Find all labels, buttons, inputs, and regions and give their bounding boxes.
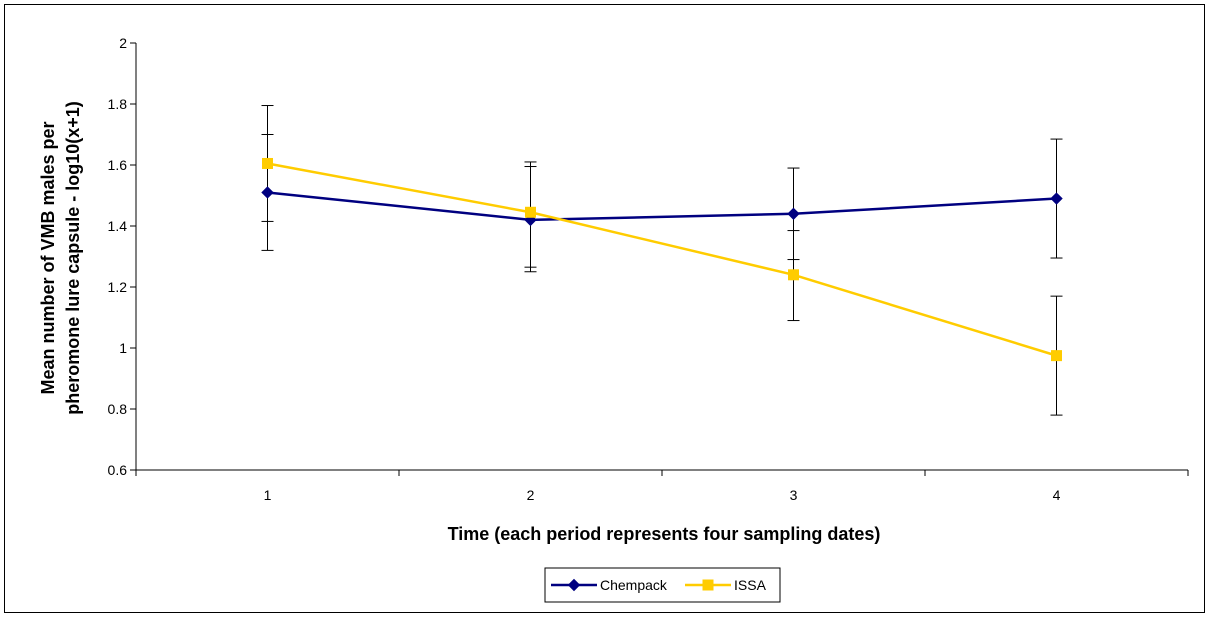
data-point-issa <box>262 157 273 169</box>
legend-label: Chempack <box>600 577 668 593</box>
data-point-issa <box>788 269 799 281</box>
legend-item-issa: ISSA <box>685 577 767 593</box>
y-tick-label: 1.4 <box>108 218 128 234</box>
y-tick-label: 1.8 <box>108 96 128 112</box>
data-point-issa <box>525 206 536 218</box>
x-tick-label: 4 <box>1053 487 1061 503</box>
x-tick-labels: 1 2 3 4 <box>135 470 1189 503</box>
y-tick-label: 0.8 <box>108 401 128 417</box>
data-point-issa <box>1051 350 1062 362</box>
x-tick-label: 2 <box>527 487 535 503</box>
x-tick-label: 3 <box>790 487 798 503</box>
legend-label: ISSA <box>734 577 767 593</box>
y-tick-label: 0.6 <box>108 462 128 478</box>
axes <box>135 43 1188 471</box>
x-axis-title: Time (each period represents four sampli… <box>448 524 881 544</box>
data-point-chempack <box>787 207 800 221</box>
series-line-chempack <box>267 191 1057 222</box>
data-point-chempack <box>1050 192 1063 205</box>
y-tick-label: 2 <box>119 35 127 51</box>
legend-swatch-marker <box>702 579 714 591</box>
data-point-chempack <box>261 186 274 199</box>
y-tick-labels: 0.6 0.8 1 1.2 1.4 1.6 1.8 2 <box>108 35 136 478</box>
x-tick-label: 1 <box>264 487 272 503</box>
y-tick-label: 1 <box>119 340 127 356</box>
series-line-issa <box>267 162 1057 357</box>
y-axis-title-line-2: pheromone lure capsule - log10(x+1) <box>63 101 83 415</box>
chart-frame <box>4 4 1205 613</box>
legend-item-chempack: Chempack <box>551 577 668 593</box>
plot-area <box>261 105 1063 416</box>
y-tick-label: 1.6 <box>108 157 128 173</box>
legend: Chempack ISSA <box>544 567 781 603</box>
y-axis-title-line-1: Mean number of VMB males per <box>38 121 58 394</box>
legend-swatch-marker <box>567 578 581 592</box>
y-tick-label: 1.2 <box>108 279 128 295</box>
